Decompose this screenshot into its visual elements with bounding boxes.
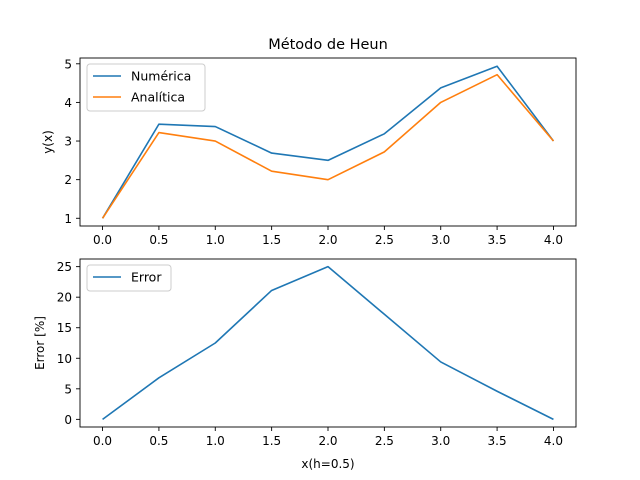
x-tick-label: 1.0 (206, 233, 225, 247)
bottom-panel-y-ticks: 0 5 10 15 20 25 (57, 260, 80, 427)
bottom-panel-legend-label-1: Error (131, 270, 162, 285)
figure-title: Método de Heun (268, 37, 388, 53)
bottom-panel-y-axis-label: Error [%] (33, 316, 47, 370)
x-tick-label: 1.5 (262, 434, 281, 448)
top-panel-legend-label-2: Analítica (131, 90, 185, 105)
x-tick-label: 1.0 (206, 434, 225, 448)
y-tick-label: 4 (64, 96, 72, 110)
y-tick-label: 10 (57, 352, 72, 366)
top-panel-y-ticks: 1 2 3 4 5 (64, 57, 80, 226)
bottom-panel-x-axis-label: x(h=0.5) (301, 457, 354, 471)
x-tick-label: 3.5 (488, 233, 507, 247)
top-panel-legend: Numérica Analítica (86, 63, 206, 112)
bottom-panel-x-ticks: 0.0 0.5 1.0 1.5 2.0 2.5 3.0 3.5 4.0 (93, 427, 563, 448)
x-tick-label: 3.5 (488, 434, 507, 448)
x-tick-label: 0.5 (149, 233, 168, 247)
y-tick-label: 1 (64, 212, 72, 226)
x-tick-label: 4.0 (544, 434, 563, 448)
bottom-panel-series-line-1 (102, 265, 554, 421)
y-tick-label: 5 (64, 382, 72, 396)
bottom-panel: 0.0 0.5 1.0 1.5 2.0 2.5 3.0 3.5 4.0 0 5 10 15 20 25 E… (33, 258, 577, 471)
top-panel-x-ticks: 0.0 0.5 1.0 1.5 2.0 2.5 3.0 3.5 4.0 (93, 226, 563, 247)
top-panel-series-line-1 (101, 65, 555, 219)
x-tick-label: 0.0 (93, 233, 112, 247)
x-tick-label: 4.0 (544, 233, 563, 247)
x-tick-label: 0.5 (149, 434, 168, 448)
y-tick-label: 0 (64, 413, 72, 427)
y-tick-label: 25 (57, 260, 72, 274)
bottom-panel-legend: Error (86, 264, 172, 292)
x-tick-label: 1.5 (262, 233, 281, 247)
top-panel-series-line-2 (101, 73, 555, 219)
bottom-panel-lines (102, 265, 554, 421)
top-panel-legend-label-1: Numérica (131, 69, 191, 84)
top-panel-y-axis-label: y(x) (41, 130, 55, 154)
x-tick-label: 0.0 (93, 434, 112, 448)
bottom-panel-legend-box (86, 264, 172, 292)
x-tick-label: 3.0 (431, 233, 450, 247)
y-tick-label: 20 (57, 291, 72, 305)
top-panel: 0.0 0.5 1.0 1.5 2.0 2.5 3.0 3.5 4.0 1 2 3 4 5 y(x) N… (41, 57, 577, 247)
x-tick-label: 2.0 (318, 233, 337, 247)
top-panel-lines (101, 65, 555, 219)
x-tick-label: 2.0 (318, 434, 337, 448)
x-tick-label: 2.5 (375, 434, 394, 448)
y-tick-label: 3 (64, 135, 72, 149)
y-tick-label: 5 (64, 57, 72, 71)
y-tick-label: 15 (57, 321, 72, 335)
x-tick-label: 2.5 (375, 233, 394, 247)
y-tick-label: 2 (64, 173, 72, 187)
x-tick-label: 3.0 (431, 434, 450, 448)
